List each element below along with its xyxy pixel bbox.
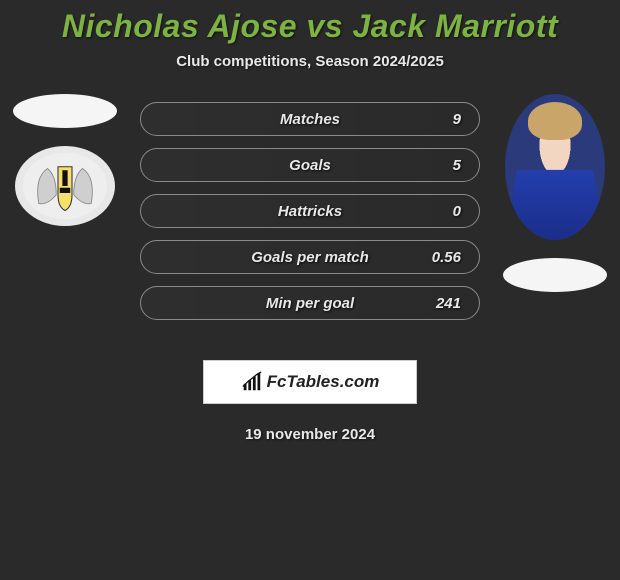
right-club-placeholder xyxy=(503,258,607,292)
right-player-column xyxy=(500,94,610,292)
stats-list: Matches 9 Goals 5 Hattricks 0 Goals per … xyxy=(140,102,480,320)
stat-label: Min per goal xyxy=(266,295,354,312)
subtitle: Club competitions, Season 2024/2025 xyxy=(0,53,620,70)
brand-name: FcTables.com xyxy=(267,372,380,392)
comparison-panel: Matches 9 Goals 5 Hattricks 0 Goals per … xyxy=(0,102,620,342)
stat-right-value: 0 xyxy=(437,203,461,220)
stat-label: Matches xyxy=(280,111,340,128)
left-club-crest xyxy=(15,146,115,226)
crest-icon xyxy=(20,151,110,221)
left-player-placeholder xyxy=(13,94,117,128)
stat-label: Goals xyxy=(289,157,331,174)
brand-box: FcTables.com xyxy=(203,360,417,404)
stat-row-goals-per-match: Goals per match 0.56 xyxy=(140,240,480,274)
stat-row-goals: Goals 5 xyxy=(140,148,480,182)
stat-label: Hattricks xyxy=(278,203,342,220)
date-label: 19 november 2024 xyxy=(0,426,620,443)
left-player-column xyxy=(10,94,120,226)
page-title: Nicholas Ajose vs Jack Marriott xyxy=(0,0,620,45)
stat-right-value: 241 xyxy=(436,295,461,312)
chart-icon xyxy=(241,371,263,393)
right-player-photo xyxy=(505,94,605,240)
stat-row-hattricks: Hattricks 0 xyxy=(140,194,480,228)
stat-right-value: 0.56 xyxy=(432,249,461,266)
stat-row-matches: Matches 9 xyxy=(140,102,480,136)
stat-right-value: 9 xyxy=(437,111,461,128)
stat-label: Goals per match xyxy=(251,249,369,266)
stat-row-min-per-goal: Min per goal 241 xyxy=(140,286,480,320)
stat-right-value: 5 xyxy=(437,157,461,174)
